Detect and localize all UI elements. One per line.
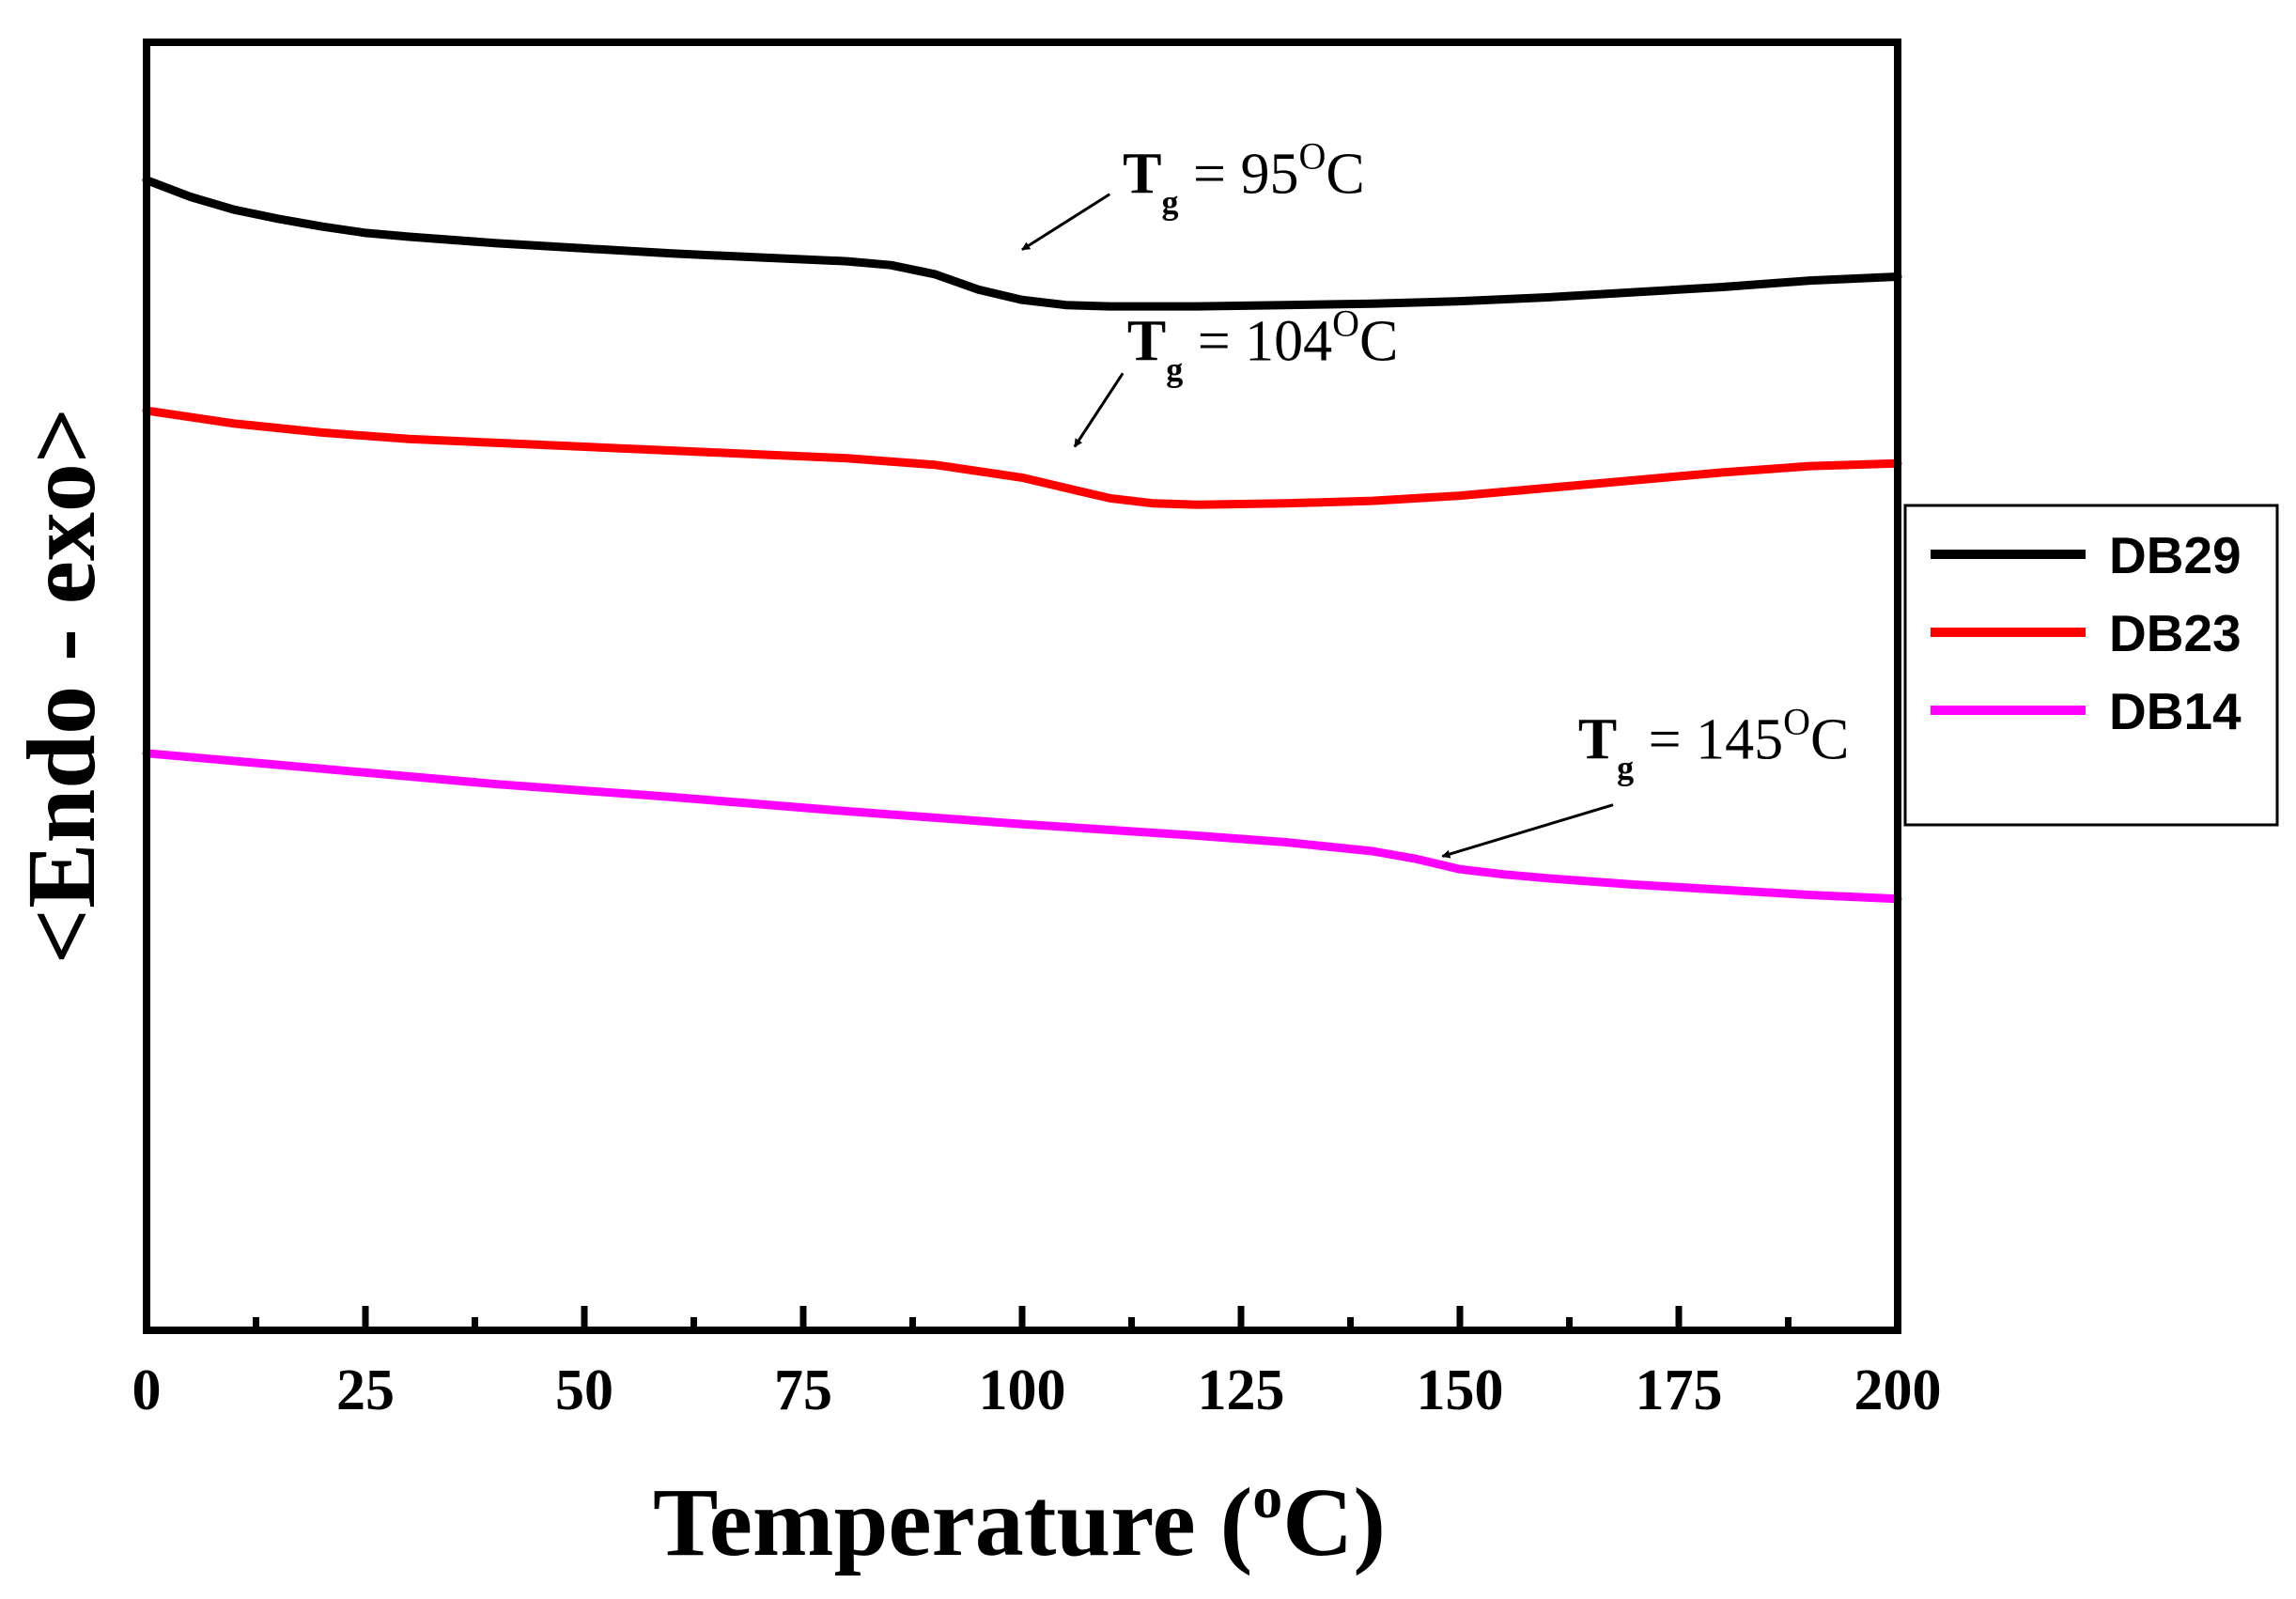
legend-label-db14: DB14	[2109, 682, 2242, 740]
legend-label-db29: DB29	[2109, 526, 2242, 584]
x-tick-label: 50	[555, 1358, 613, 1422]
annotation-arrow	[1021, 193, 1111, 251]
annotation-label: Tg = 145OC	[1578, 700, 1850, 786]
x-tick-label: 150	[1417, 1358, 1504, 1422]
annotation-label: Tg = 95OC	[1123, 134, 1365, 221]
y-axis-title: <Endo - exo>	[8, 408, 116, 964]
x-tick-label: 175	[1636, 1358, 1723, 1422]
x-axis-title: Temperature (oC)	[653, 1464, 1386, 1576]
tg-annotation-3: Tg = 145OC	[1441, 700, 1850, 859]
annotation-arrow	[1441, 803, 1614, 859]
x-tick-label: 0	[132, 1358, 162, 1422]
x-tick-label: 100	[979, 1358, 1066, 1422]
series-line-db23	[142, 406, 1902, 509]
x-tick-label: 125	[1198, 1358, 1285, 1422]
legend: DB29 DB23 DB14	[1903, 504, 2279, 827]
x-axis-ticks: 0 25 50 75 100 125 150 175 200	[132, 1306, 1942, 1422]
series-layer	[142, 176, 1902, 904]
x-tick-label: 75	[774, 1358, 832, 1422]
annotation-label: Tg = 104OC	[1127, 303, 1399, 389]
series-line-db14	[142, 749, 1902, 904]
x-tick-label: 25	[336, 1358, 395, 1422]
annotation-arrow	[1073, 372, 1125, 448]
x-tick-label: 200	[1854, 1358, 1942, 1422]
tg-annotation-1: Tg = 95OC	[1021, 134, 1365, 251]
series-line-db29	[142, 176, 1902, 311]
tg-annotation-2: Tg = 104OC	[1073, 303, 1399, 448]
annotations: Tg = 95OC Tg = 104OC Tg = 145OC	[1021, 134, 1850, 859]
legend-label-db23: DB23	[2109, 604, 2242, 662]
